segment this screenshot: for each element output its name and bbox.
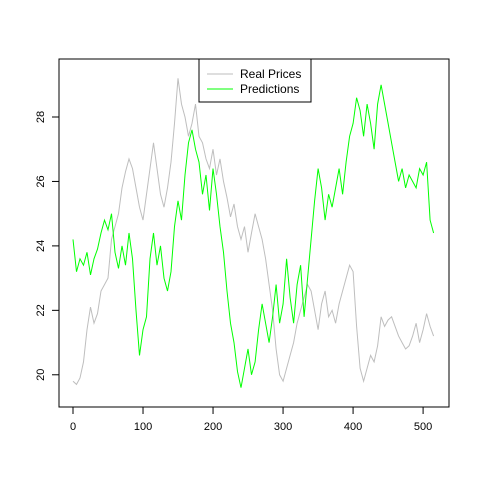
legend: Real Prices Predictions: [198, 58, 312, 103]
y-tick-label: 24: [35, 240, 47, 252]
y-tick-label: 26: [35, 175, 47, 187]
legend-label-predictions: Predictions: [240, 82, 299, 96]
x-tick-label: 0: [70, 421, 76, 433]
series-line-predictions: [72, 84, 435, 388]
x-axis: 0 100 200 300 400 500: [70, 406, 432, 433]
y-axis: 20 22 24 26 28: [35, 111, 60, 381]
y-tick-label: 28: [35, 111, 47, 123]
x-tick-label: 400: [344, 421, 362, 433]
x-tick-label: 200: [204, 421, 222, 433]
legend-label-real-prices: Real Prices: [240, 67, 301, 81]
series-line-real-prices: [72, 78, 435, 386]
legend-box: [198, 58, 312, 103]
x-tick-label: 100: [134, 421, 152, 433]
x-tick-label: 300: [274, 421, 292, 433]
x-tick-label: 500: [414, 421, 432, 433]
y-tick-label: 20: [35, 369, 47, 381]
series-layer: [72, 78, 435, 388]
y-tick-label: 22: [35, 304, 47, 316]
